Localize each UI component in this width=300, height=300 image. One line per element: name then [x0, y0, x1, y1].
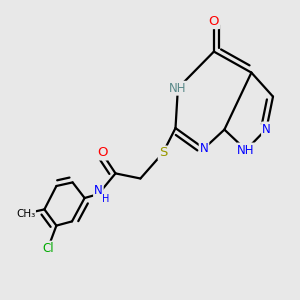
- Text: H: H: [102, 194, 110, 204]
- Text: NH: NH: [169, 82, 187, 95]
- Text: O: O: [97, 146, 107, 160]
- Text: O: O: [209, 15, 219, 28]
- Text: S: S: [159, 146, 167, 160]
- Text: N: N: [262, 122, 271, 136]
- Text: N: N: [94, 184, 103, 197]
- Text: Cl: Cl: [42, 242, 54, 255]
- Text: NH: NH: [237, 143, 255, 157]
- Text: CH₃: CH₃: [16, 208, 35, 219]
- Text: N: N: [200, 142, 208, 155]
